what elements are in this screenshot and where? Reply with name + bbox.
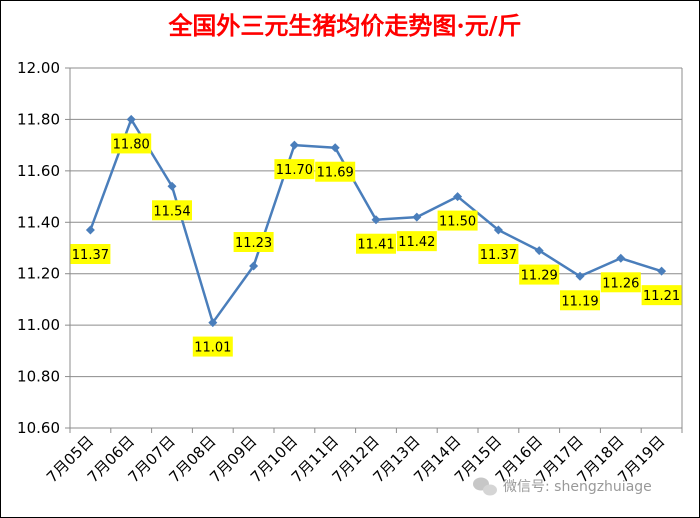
data-label: 11.37 [72,248,109,263]
wechat-icon [473,477,497,496]
data-label: 11.19 [561,294,598,309]
data-label-bg [233,232,274,252]
y-tick-label: 11.40 [17,213,60,231]
data-label: 11.26 [602,276,639,291]
data-point [493,225,503,235]
data-point [249,261,259,271]
data-label-bg [437,210,478,231]
data-label: 11.01 [194,341,231,356]
y-tick-label: 10.60 [17,419,60,437]
data-point [412,212,422,222]
data-label-bg [519,264,560,285]
data-point [575,271,585,281]
chart-title: 全国外三元生猪均价走势图·元/斤 [167,11,521,40]
data-label: 11.54 [153,204,190,219]
y-tick-label: 11.20 [17,265,60,283]
data-point [371,215,381,225]
y-tick-label: 10.80 [17,368,60,386]
y-tick-label: 11.80 [17,110,60,128]
data-label-bg [315,161,356,182]
data-label-bg [641,285,682,306]
data-label: 11.80 [113,137,150,152]
data-labels: 11.37 11.80 11.54 11.01 11.23 11.70 11.69 11.41… [70,133,682,357]
data-label-bg [356,233,396,254]
data-label: 11.29 [521,269,558,284]
gridlines [69,67,683,429]
series-group [85,114,667,328]
data-point [126,114,136,124]
data-label: 11.42 [398,235,435,250]
data-label: 11.21 [643,289,680,304]
y-axis-ticks: 12.00 11.80 11.60 11.40 11.20 11.00 10.80 10.60 [17,59,70,437]
data-label: 11.37 [480,248,517,263]
y-tick-label: 11.60 [17,162,60,180]
data-label-bg [111,133,152,154]
data-label-bg [152,200,192,221]
data-label: 11.70 [276,163,313,178]
data-point [167,181,177,191]
data-label-bg [478,244,519,264]
data-label-bg [192,336,233,357]
data-point [330,143,340,153]
data-point [657,266,667,276]
data-label-bg [274,159,315,180]
data-point [289,140,299,150]
data-label-bg [600,272,641,293]
data-label: 11.23 [235,236,272,251]
data-label: 11.41 [357,238,394,253]
data-point [453,192,463,202]
data-point [534,246,544,256]
y-tick-label: 11.00 [17,316,60,334]
data-label: 11.50 [439,215,476,230]
data-label: 11.69 [317,166,354,181]
watermark-text: 微信号: shengzhuiage [503,479,652,495]
data-point [616,253,626,263]
watermark: 微信号: shengzhuiage [473,477,652,496]
data-point [85,225,95,235]
data-point [208,318,218,328]
data-label-bg [560,290,600,311]
data-label-bg [70,244,111,264]
y-tick-label: 12.00 [17,59,60,77]
data-label-bg [396,231,437,252]
